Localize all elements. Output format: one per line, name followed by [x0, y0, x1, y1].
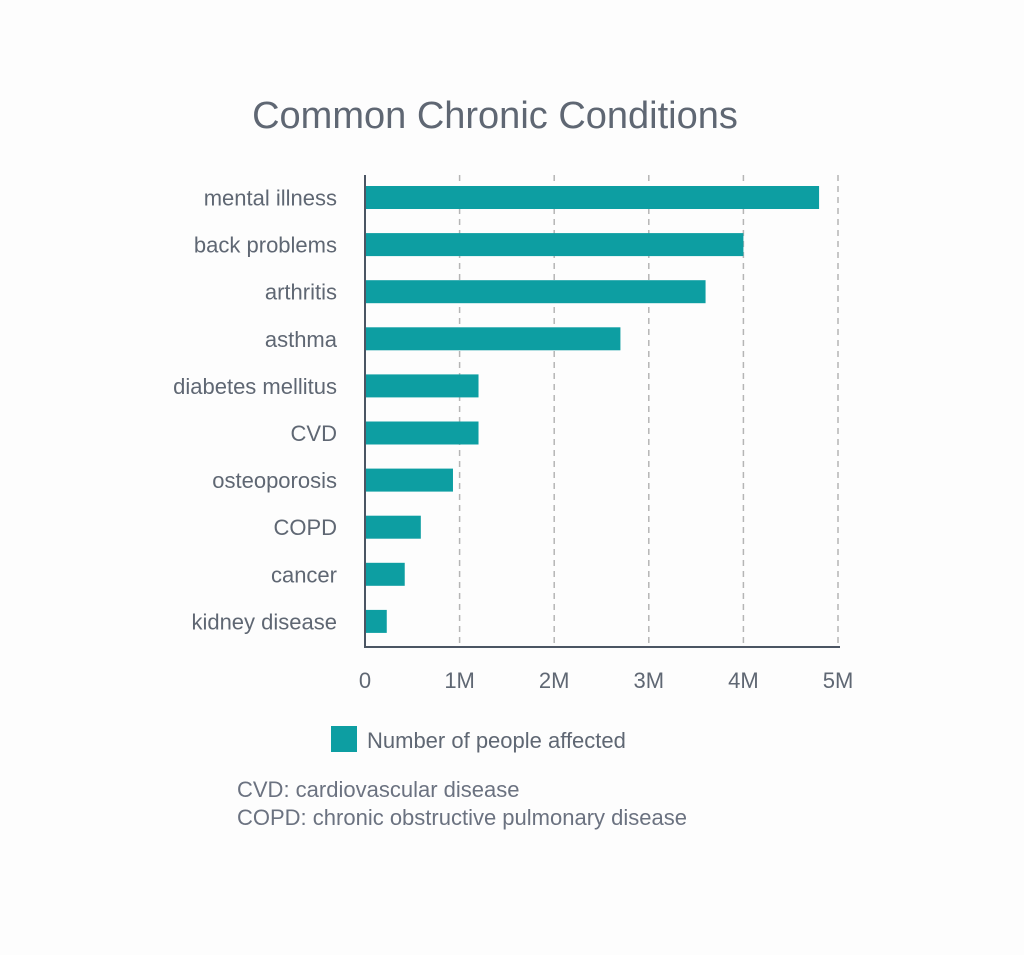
tick-label: 4M [728, 668, 759, 693]
category-label: asthma [265, 327, 338, 352]
tick-label: 0 [359, 668, 371, 693]
bar [365, 186, 820, 209]
bar [365, 515, 421, 539]
legend-swatch [331, 726, 357, 752]
category-label: back problems [194, 233, 337, 258]
bar [365, 374, 479, 398]
bar [365, 562, 405, 586]
tick-label: 5M [823, 668, 854, 693]
chart-title: Common Chronic Conditions [252, 95, 738, 137]
category-labels: mental illness back problems arthritis asth… [173, 186, 338, 635]
category-label: mental illness [204, 186, 337, 211]
category-label: CVD [291, 421, 337, 446]
footnotes: CVD: cardiovascular disease COPD: chroni… [237, 777, 687, 830]
tick-label: 3M [634, 668, 665, 693]
footnote-copd: COPD: chronic obstructive pulmonary dise… [237, 805, 687, 830]
legend-label: Number of people affected [367, 728, 626, 753]
bar [365, 421, 479, 445]
category-label: arthritis [265, 280, 337, 305]
footnote-cvd: CVD: cardiovascular disease [237, 777, 519, 802]
bar [365, 280, 706, 304]
tick-label: 2M [539, 668, 570, 693]
category-label: diabetes mellitus [173, 374, 337, 399]
category-label: COPD [273, 515, 337, 540]
bar [365, 327, 621, 351]
legend: Number of people affected [331, 726, 626, 753]
tick-labels: 0 1M 2M 3M 4M 5M [359, 668, 853, 693]
tick-label: 1M [444, 668, 475, 693]
category-label: kidney disease [191, 609, 337, 634]
bar [365, 233, 744, 257]
bars [365, 186, 820, 633]
axes [364, 175, 840, 648]
category-label: osteoporosis [212, 468, 337, 493]
category-label: cancer [271, 562, 337, 587]
bar [365, 468, 453, 492]
bar [365, 609, 387, 633]
